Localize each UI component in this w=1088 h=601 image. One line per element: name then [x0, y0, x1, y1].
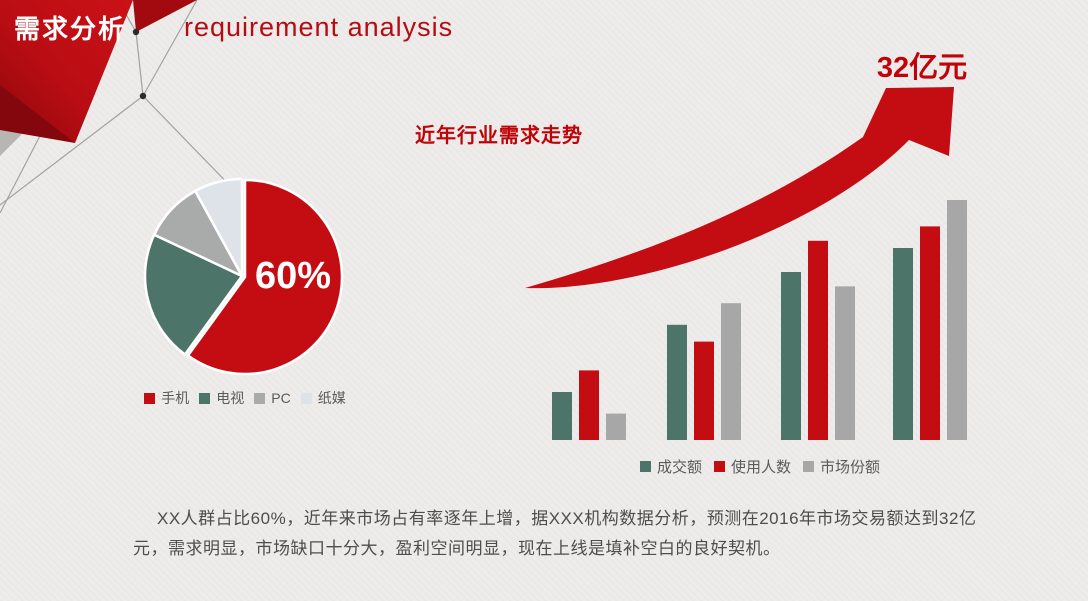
legend-item-PC: PC: [254, 390, 291, 406]
legend-item-手机: 手机: [144, 388, 189, 408]
bar-成交额-g1: [552, 392, 572, 440]
bar-成交额-g4: [893, 248, 913, 440]
legend-swatch: [199, 392, 211, 404]
legend-swatch: [144, 392, 156, 404]
bar-市场份额-g3: [835, 286, 855, 440]
legend-label: 电视: [216, 390, 245, 406]
bar-市场份额-g1: [606, 413, 626, 440]
paragraph-line-1: XX人群占比60%，近年来市场占有率逐年上增，据XXX机构数据分析，预测在201…: [157, 509, 977, 528]
legend-item-电视: 电视: [199, 388, 244, 408]
bar-chart-title: 近年行业需求走势: [415, 125, 583, 147]
legend-label: 手机: [161, 390, 190, 406]
bar-使用人数-g4: [920, 226, 940, 440]
bar-使用人数-g3: [808, 240, 828, 440]
bar-市场份额-g4: [947, 200, 967, 440]
bar-使用人数-g1: [579, 370, 599, 440]
legend-label: 市场份额: [820, 459, 881, 476]
legend-label: 纸媒: [317, 390, 346, 406]
pie-legend: 手机 电视 PC 纸媒: [120, 388, 370, 408]
legend-swatch: [300, 392, 312, 404]
bar-chart-svg: [552, 200, 967, 440]
legend-swatch: [713, 461, 725, 472]
legend-swatch: [639, 461, 651, 472]
pie-slice-纸媒: [194, 177, 244, 278]
bar-市场份额-g2: [721, 303, 741, 440]
legend-item-使用人数: 使用人数: [713, 456, 791, 477]
legend-swatch: [254, 392, 266, 404]
summary-paragraph: XX人群占比60%，近年来市场占有率逐年上增，据XXX机构数据分析，预测在201…: [133, 504, 983, 564]
legend-item-成交额: 成交额: [639, 456, 702, 477]
legend-label: 使用人数: [730, 459, 791, 476]
legend-item-纸媒: 纸媒: [300, 388, 346, 408]
legend-label: 成交额: [656, 459, 702, 476]
pie-chart: [134, 168, 350, 384]
bar-chart: [540, 178, 980, 441]
bar-成交额-g2: [667, 324, 687, 440]
legend-swatch: [803, 461, 814, 472]
arrow-annotation: 32亿元: [876, 52, 968, 84]
bar-成交额-g3: [781, 272, 801, 440]
pie-slice-手机: [186, 178, 344, 376]
bar-使用人数-g2: [694, 341, 714, 440]
bar-legend: 成交额 使用人数 市场份额: [600, 456, 920, 477]
paragraph-line-2: 元，需求明显，市场缺口十分大，盈利空间明显，现在上线是填补空白的良好契机。: [133, 539, 781, 558]
legend-label: PC: [271, 390, 291, 406]
legend-item-市场份额: 市场份额: [803, 456, 880, 477]
pie-share-label: 60%: [254, 255, 332, 297]
pie-chart-svg: [143, 177, 344, 376]
page-title-zh: 需求分析: [14, 14, 127, 44]
page-title-en: requirement analysis: [184, 12, 454, 42]
